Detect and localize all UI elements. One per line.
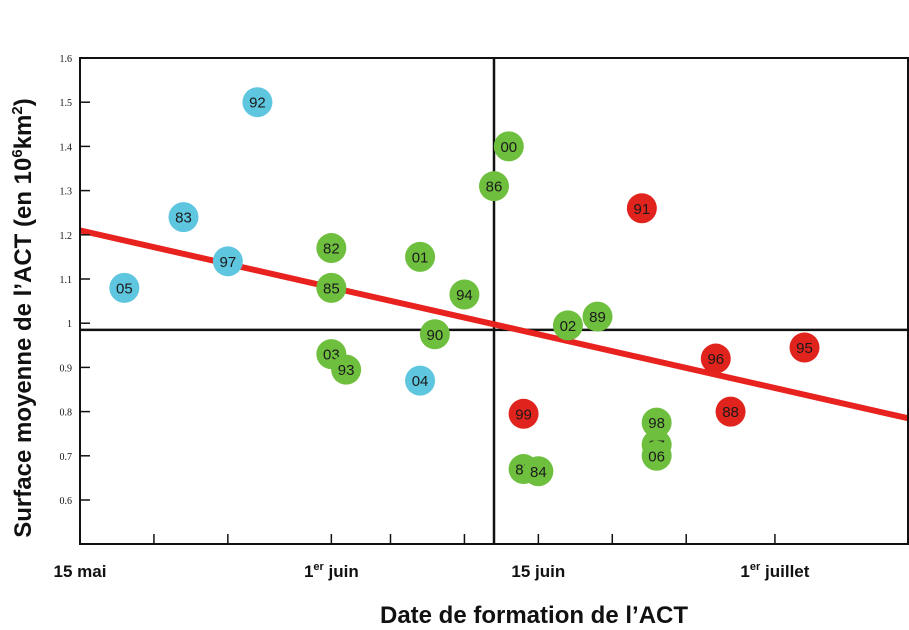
data-point: 93	[331, 354, 362, 385]
data-point: 88	[715, 396, 746, 427]
data-point: 86	[479, 171, 509, 202]
data-point: 96	[700, 343, 731, 374]
data-point-label: 96	[707, 351, 724, 368]
data-points: 0583979204828503930190948600878402899807…	[109, 87, 820, 487]
data-point: 06	[641, 440, 672, 471]
data-point-label: 82	[323, 241, 340, 258]
y-tick-label: 1.3	[60, 187, 73, 198]
data-point-marker	[715, 396, 746, 427]
data-point-label: 92	[249, 95, 266, 112]
data-point-marker	[109, 272, 140, 303]
data-point-label: 85	[323, 280, 340, 297]
x-tick-label: 15 mai	[54, 562, 107, 581]
data-point-marker	[789, 332, 820, 363]
data-point: 98	[641, 407, 672, 438]
reference-lines	[80, 58, 908, 544]
x-tick-label: 15 juin	[511, 562, 565, 581]
data-point-label: 02	[560, 318, 577, 335]
data-point-marker	[582, 301, 613, 332]
data-point-marker	[552, 310, 583, 341]
y-tick-label: 1.1	[60, 275, 73, 286]
data-point-marker	[405, 365, 436, 396]
data-point-label: 91	[634, 201, 651, 218]
data-point-marker	[331, 354, 362, 385]
data-point-label: 88	[722, 404, 739, 421]
data-point: 94	[449, 279, 480, 310]
data-point-label: 89	[589, 309, 606, 326]
x-axis-title: Date de formation de l’ACT	[380, 602, 688, 629]
data-point-marker	[449, 279, 480, 310]
data-point-label: 83	[175, 210, 192, 227]
data-point-marker	[523, 456, 554, 487]
data-point: 02	[552, 310, 583, 341]
data-point: 95	[789, 332, 820, 363]
data-point: 83	[168, 202, 199, 233]
y-tick-label: 0.7	[60, 452, 73, 463]
data-point-marker	[168, 202, 199, 233]
data-point-marker	[508, 398, 539, 429]
data-point-label: 84	[530, 464, 547, 481]
data-point-label: 00	[500, 139, 517, 156]
data-point-label: 97	[220, 254, 237, 271]
y-axis-title: Surface moyenne de l’ACT (en 106km2)	[9, 98, 37, 537]
x-tick-label: 1er juillet	[740, 561, 809, 581]
data-point-marker	[641, 440, 672, 471]
data-point-marker	[212, 246, 243, 277]
data-point-label: 90	[427, 327, 444, 344]
data-point: 04	[405, 365, 436, 396]
data-point-marker	[316, 233, 347, 264]
data-point: 99	[508, 398, 539, 429]
data-point: 01	[405, 241, 436, 272]
data-point-label: 98	[648, 415, 665, 432]
plot-frame	[79, 57, 909, 545]
data-point: 97	[212, 246, 243, 277]
data-point: 85	[316, 272, 347, 303]
data-point: 92	[242, 87, 273, 118]
y-tick-label: 0.6	[60, 496, 73, 507]
axis-titles: Date de formation de l’ACT Surface moyenn…	[9, 98, 688, 629]
y-tick-label: 1.4	[60, 142, 73, 153]
data-point-marker	[405, 241, 436, 272]
data-point-label: 93	[338, 362, 355, 379]
data-point-label: 01	[412, 249, 429, 266]
data-point: 00	[493, 131, 524, 162]
data-point-marker	[316, 272, 347, 303]
data-point-label: 05	[116, 280, 133, 297]
data-point-marker	[419, 319, 450, 350]
y-tick-label: 1	[67, 319, 72, 330]
data-point: 82	[316, 233, 347, 264]
data-point: 84	[523, 456, 554, 487]
data-point: 90	[419, 319, 450, 350]
data-point-marker	[479, 171, 509, 202]
y-tick-label: 0.8	[60, 408, 73, 419]
data-point-marker	[493, 131, 524, 162]
data-point-label: 95	[796, 340, 813, 357]
data-point-label: 04	[412, 373, 429, 390]
axes: 0.6 0.7 0.8 0.9 1 1.1 1.2 1.3 1.4 1.5 1.6 15 mai 1er…	[54, 54, 909, 581]
data-point-label: 06	[648, 448, 665, 465]
y-tick-label: 0.9	[60, 363, 73, 374]
data-point: 05	[109, 272, 140, 303]
data-point-label: 86	[486, 179, 503, 196]
data-point-marker	[700, 343, 731, 374]
y-tick-label: 1.6	[60, 54, 73, 65]
data-point-marker	[242, 87, 273, 118]
data-point: 91	[626, 193, 657, 224]
data-point-label: 99	[515, 406, 532, 423]
y-tick-label: 1.2	[60, 231, 73, 242]
data-point-marker	[626, 193, 657, 224]
data-point-label: 94	[456, 287, 473, 304]
y-tick-label: 1.5	[60, 98, 73, 109]
data-point-marker	[641, 407, 672, 438]
data-point: 89	[582, 301, 613, 332]
x-tick-label: 1er juin	[304, 561, 359, 581]
